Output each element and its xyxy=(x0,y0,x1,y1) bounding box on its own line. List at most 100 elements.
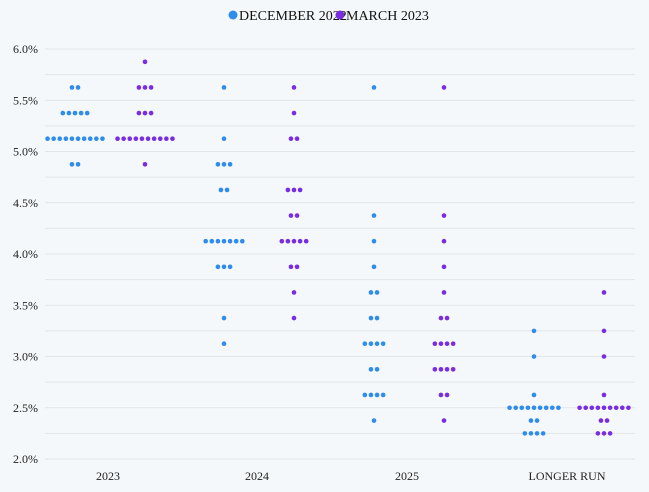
y-tick-label: 5.0% xyxy=(13,145,38,159)
dot-march xyxy=(170,136,175,141)
y-tick-label: 4.0% xyxy=(13,247,38,261)
dot-december xyxy=(556,405,561,411)
dot-december xyxy=(69,136,75,141)
y-axis-ticks: 2.0% 2.5% 3.0% 3.5% 4.0% 4.5% 5.0% 5.5% 6.0% xyxy=(13,42,38,466)
legend: DECEMBER 2022 MARCH 2023 xyxy=(228,9,429,24)
dot-march xyxy=(441,290,447,295)
dot-december xyxy=(78,110,84,116)
dot-december xyxy=(368,392,374,398)
dot-december xyxy=(84,110,90,116)
dot-december xyxy=(543,405,549,411)
dot-march xyxy=(142,59,148,65)
dot-march xyxy=(444,367,450,372)
dot-december xyxy=(72,110,78,116)
gridlines xyxy=(45,48,635,460)
dot-december xyxy=(534,418,540,423)
dot-december xyxy=(371,238,377,244)
dot-december xyxy=(75,136,81,141)
dot-december xyxy=(528,418,534,423)
dot-december xyxy=(368,341,374,346)
dot-march xyxy=(164,136,169,141)
dot-december xyxy=(531,354,537,359)
dots xyxy=(45,59,631,436)
dot-december xyxy=(215,264,221,270)
dot-march xyxy=(604,418,610,423)
dot-december xyxy=(371,264,377,270)
dot-march xyxy=(450,341,456,346)
dot-march xyxy=(613,405,619,411)
dot-march xyxy=(291,85,297,90)
legend-item-march-2023[interactable]: MARCH 2023 xyxy=(335,9,429,24)
dot-march xyxy=(438,392,444,398)
dot-december xyxy=(69,162,75,167)
dot-march xyxy=(145,136,151,141)
dot-december xyxy=(227,162,233,167)
dot-december xyxy=(221,136,227,141)
dot-march xyxy=(432,367,438,372)
dot-march xyxy=(297,238,303,244)
dot-december xyxy=(203,238,208,244)
dot-march xyxy=(598,418,604,423)
dot-march xyxy=(115,136,120,141)
dot-december xyxy=(374,290,380,295)
legend-marker-march xyxy=(335,10,345,20)
dot-december xyxy=(534,431,540,436)
dot-march xyxy=(601,392,607,398)
dot-march xyxy=(288,136,294,141)
dot-march xyxy=(583,405,588,411)
y-tick-label: 5.5% xyxy=(13,93,38,107)
dot-december xyxy=(550,405,555,411)
dot-march xyxy=(127,136,133,141)
dot-december xyxy=(60,110,66,116)
dot-december xyxy=(368,367,374,372)
dot-december xyxy=(374,315,380,321)
dot-march xyxy=(607,405,613,411)
dot-march xyxy=(148,110,154,116)
dot-march xyxy=(288,213,294,218)
dot-december xyxy=(75,85,81,90)
dot-december xyxy=(540,431,546,436)
dot-december xyxy=(368,290,374,295)
y-tick-label: 4.5% xyxy=(13,196,38,210)
dot-march xyxy=(151,136,157,141)
x-tick-label: 2024 xyxy=(245,469,269,483)
dot-march xyxy=(626,405,631,411)
dot-march xyxy=(441,238,447,244)
dot-march xyxy=(121,136,126,141)
y-tick-label: 2.0% xyxy=(13,452,38,466)
dot-march xyxy=(285,187,291,193)
dot-december xyxy=(57,136,63,141)
dot-december xyxy=(75,162,81,167)
legend-marker-december xyxy=(228,10,238,20)
dot-march xyxy=(444,315,450,321)
dot-december xyxy=(531,405,537,411)
dot-december xyxy=(209,238,215,244)
dot-march xyxy=(142,85,148,90)
dot-december xyxy=(227,238,233,244)
dot-december xyxy=(218,187,224,193)
dot-march xyxy=(139,136,145,141)
dot-march xyxy=(136,110,142,116)
dot-march xyxy=(285,238,291,244)
dot-december xyxy=(362,341,368,346)
dot-december xyxy=(69,85,75,90)
dot-march xyxy=(291,290,297,295)
dot-december xyxy=(537,405,543,411)
dot-march xyxy=(136,85,142,90)
dot-december xyxy=(380,392,386,398)
dot-march xyxy=(601,290,607,295)
legend-label-december: DECEMBER 2022 xyxy=(239,9,347,24)
dot-march xyxy=(291,187,297,193)
dot-december xyxy=(100,136,105,141)
legend-item-december-2022[interactable]: DECEMBER 2022 xyxy=(228,9,347,24)
dot-december xyxy=(525,405,531,411)
dot-december xyxy=(221,315,227,321)
dot-march xyxy=(438,367,444,372)
dot-december xyxy=(368,315,374,321)
dot-march xyxy=(142,162,148,167)
dot-december xyxy=(221,238,227,244)
dot-march xyxy=(291,238,297,244)
dot-december xyxy=(221,341,227,346)
dot-december xyxy=(94,136,99,141)
